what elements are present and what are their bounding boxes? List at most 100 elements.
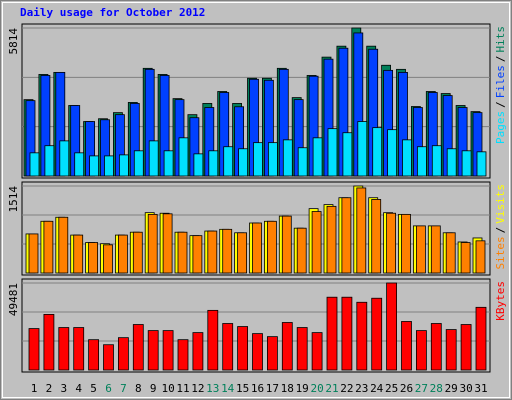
bar — [192, 332, 204, 371]
x-tick-label: 5 — [90, 382, 97, 395]
legend-entry: Pages — [494, 111, 507, 144]
bar — [28, 328, 40, 371]
bar — [401, 213, 411, 274]
legend-entry: Hits — [494, 26, 507, 53]
bar — [103, 244, 113, 274]
title: Daily usage for October 2012 — [20, 6, 205, 19]
bar — [147, 330, 159, 371]
x-tick-label: 22 — [340, 382, 353, 395]
y-tick-label: 5814 — [7, 28, 20, 55]
bar — [281, 322, 293, 371]
x-tick-label: 21 — [325, 382, 338, 395]
bar — [133, 150, 144, 177]
bar — [371, 297, 383, 371]
bar — [415, 225, 426, 274]
x-tick-label: 16 — [251, 382, 264, 395]
x-tick-label: 14 — [221, 382, 235, 395]
bar — [311, 211, 322, 274]
bar — [222, 323, 234, 371]
bar — [252, 333, 263, 371]
bar — [252, 222, 262, 274]
legend: Sites / Visits — [494, 184, 507, 270]
x-tick-label: 29 — [445, 382, 458, 395]
x-tick-label: 10 — [161, 382, 174, 395]
bar — [356, 301, 368, 371]
legend: Pages / Files / Hits — [494, 26, 507, 144]
x-tick-label: 13 — [206, 382, 219, 395]
bar — [341, 296, 353, 371]
bar — [431, 145, 442, 177]
bar — [312, 137, 323, 177]
bar — [311, 332, 323, 371]
bar — [475, 240, 486, 274]
bar — [238, 148, 249, 177]
bar — [297, 147, 308, 177]
bar — [44, 145, 55, 177]
bar — [163, 150, 174, 177]
bar — [148, 140, 159, 177]
x-tick-label: 27 — [415, 382, 428, 395]
bar — [177, 231, 188, 274]
x-tick-label: 31 — [474, 382, 487, 395]
bar — [371, 199, 382, 274]
bar — [104, 155, 114, 177]
x-tick-label: 28 — [430, 382, 443, 395]
bar — [341, 197, 352, 274]
y-tick-label: 49481 — [7, 283, 20, 316]
legend-entry: Sites — [494, 236, 507, 269]
bar — [103, 344, 114, 371]
bar — [29, 152, 40, 177]
bar — [461, 150, 472, 177]
x-tick-label: 6 — [105, 382, 112, 395]
bar — [386, 282, 398, 371]
x-tick-label: 11 — [176, 382, 189, 395]
x-tick-label: 15 — [236, 382, 249, 395]
x-tick-label: 24 — [370, 382, 384, 395]
bar — [266, 220, 277, 274]
bar — [253, 142, 263, 177]
bar — [372, 127, 383, 177]
bar — [88, 339, 99, 371]
bar — [162, 330, 174, 371]
legend-entry: KBytes — [494, 281, 507, 321]
bar — [386, 212, 397, 274]
bar — [296, 227, 307, 274]
bar — [401, 321, 412, 371]
bar — [430, 225, 441, 274]
bar — [119, 154, 129, 177]
x-tick-label: 23 — [355, 382, 368, 395]
bar — [402, 139, 412, 177]
bar — [177, 339, 189, 371]
legend-separator: / — [494, 56, 507, 63]
bar — [460, 324, 472, 371]
bar — [342, 132, 353, 177]
legend-entry: Visits — [494, 184, 507, 224]
bar — [118, 337, 129, 371]
legend-entry: Files — [494, 65, 507, 98]
bar — [327, 128, 338, 177]
bar — [132, 231, 143, 274]
bar — [416, 146, 427, 177]
bar — [445, 232, 456, 274]
legend-separator: / — [494, 227, 507, 234]
bar — [58, 327, 70, 371]
x-tick-label: 1 — [31, 382, 38, 395]
bar — [223, 146, 234, 177]
bar — [476, 151, 487, 177]
bar — [326, 205, 337, 274]
bar — [475, 306, 487, 371]
bar — [192, 235, 203, 274]
bar — [296, 327, 308, 371]
legend: KBytes — [494, 281, 507, 321]
x-tick-label: 8 — [135, 382, 142, 395]
bar — [445, 329, 457, 371]
bar — [237, 326, 249, 371]
bar — [162, 213, 173, 274]
x-tick-label: 25 — [385, 382, 398, 395]
bar — [460, 242, 471, 274]
y-tick-label: 1514 — [7, 186, 20, 213]
bar — [207, 230, 218, 274]
bar — [237, 232, 248, 274]
x-tick-label: 18 — [281, 382, 294, 395]
